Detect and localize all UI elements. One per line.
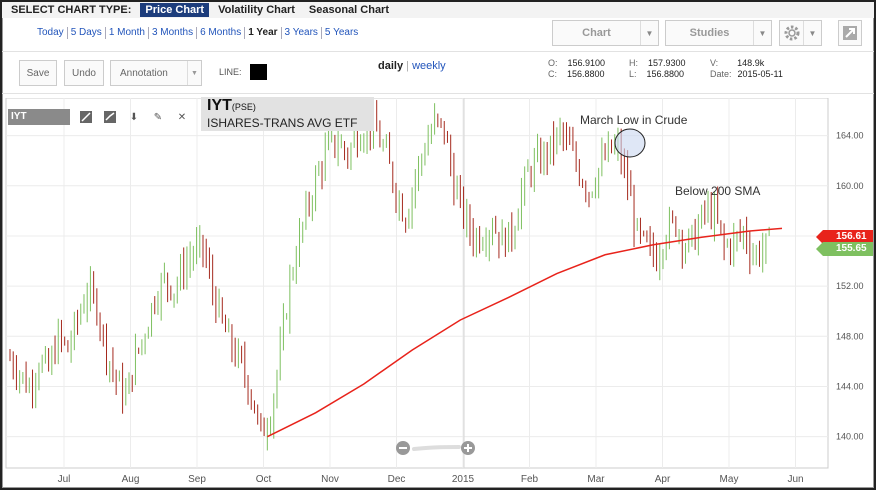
x-tick-label: Feb	[521, 474, 539, 485]
high-label: H:	[629, 58, 638, 68]
chart-grid	[5, 98, 829, 469]
ticker-symbol: IYT	[207, 97, 232, 114]
popout-button[interactable]	[838, 20, 862, 46]
annotation-select[interactable]: Annotation ▼	[110, 60, 202, 86]
quote-open-close: O: 156.9100 C: 156.8800	[548, 58, 605, 80]
x-tick-label: Oct	[256, 474, 272, 485]
sma-layer	[267, 227, 783, 438]
x-tick-label: 2015	[452, 474, 475, 485]
price-bars	[9, 100, 770, 451]
low-label: L:	[629, 69, 637, 79]
chevron-down-icon: ▼	[640, 21, 658, 45]
last-price-tag: 155.65	[816, 242, 873, 256]
undo-button[interactable]: Undo	[64, 60, 104, 86]
x-tick-label: Dec	[388, 474, 406, 485]
seasonal-chart-tab[interactable]: Seasonal Chart	[308, 4, 390, 16]
range-5-years[interactable]: 5 Years	[324, 27, 359, 38]
period-daily[interactable]: daily	[378, 60, 404, 72]
x-tick-label: Jun	[787, 474, 803, 485]
price-chart-tab[interactable]: Price Chart	[140, 3, 210, 17]
annotation-below-sma: Below 200 SMA	[675, 184, 761, 198]
close-label: C:	[548, 69, 557, 79]
ticker-label-box: IYT(PSE) ISHARES-TRANS AVG ETF	[201, 97, 374, 131]
range-5-days[interactable]: 5 Days	[68, 27, 106, 39]
sma-price-tag: 156.61	[816, 230, 873, 244]
plot-area	[5, 98, 829, 469]
ticker-name: ISHARES-TRANS AVG ETF	[207, 116, 358, 130]
y-tick-label: 152.00	[836, 281, 864, 291]
y-tick-label: 144.00	[836, 381, 864, 391]
gear-icon	[784, 25, 799, 41]
annotation-march-low: March Low in Crude	[580, 113, 688, 127]
annotation-select-label: Annotation	[120, 67, 168, 79]
volatility-chart-tab[interactable]: Volatility Chart	[218, 4, 295, 16]
chart-type-label: SELECT CHART TYPE:	[11, 4, 132, 16]
high-value: 157.9300	[648, 58, 686, 68]
period-toggle: daily | weekly	[378, 60, 446, 72]
x-tick-label: May	[720, 474, 739, 485]
date-label: Date:	[710, 69, 732, 79]
y-tick-label: 164.00	[836, 131, 864, 141]
divider	[2, 51, 874, 52]
settings-dropdown-button[interactable]: ▼	[779, 20, 822, 46]
x-tick-label: Mar	[587, 474, 605, 485]
volume-value: 148.9k	[737, 58, 765, 68]
studies-dropdown-button[interactable]: Studies ▼	[665, 20, 772, 46]
x-axis: Jul Aug Sep Oct Nov Dec 2015 Feb Mar Apr May Jun	[58, 474, 804, 485]
chart-dropdown-button[interactable]: Chart ▼	[552, 20, 659, 46]
x-tick-label: Nov	[321, 474, 339, 485]
x-tick-label: Aug	[122, 474, 140, 485]
studies-dropdown-label: Studies	[689, 27, 730, 39]
ticker-exchange: (PSE)	[231, 102, 256, 112]
chart-type-bar: SELECT CHART TYPE: Price Chart Volatilit…	[2, 2, 874, 18]
move-down-icon[interactable]: ⬇	[129, 111, 139, 123]
save-button[interactable]: Save	[19, 60, 57, 86]
date-value: 2015-05-11	[737, 69, 783, 79]
chevron-down-icon: ▼	[803, 21, 821, 45]
x-tick-label: Apr	[655, 474, 671, 485]
trend-tool-icon[interactable]	[102, 109, 118, 125]
close-value: 156.8800	[567, 69, 605, 79]
chart-dropdown-label: Chart	[582, 27, 611, 39]
open-value: 156.9100	[567, 58, 606, 68]
range-3-months[interactable]: 3 Months	[149, 27, 198, 39]
line-color-swatch[interactable]	[250, 64, 267, 80]
price-chart[interactable]: 140.00144.00148.00152.00156.00160.00164.…	[2, 98, 874, 488]
zoom-control	[396, 441, 475, 455]
open-label: O:	[548, 58, 558, 68]
zoom-slider[interactable]	[412, 445, 461, 451]
low-value: 156.8800	[646, 69, 685, 79]
quote-volume-date: V: 148.9k Date: 2015-05-11	[710, 58, 783, 80]
range-selector: Today 5 Days 1 Month 3 Months 6 Months 1…	[34, 27, 361, 39]
chevron-down-icon: ▼	[187, 61, 201, 85]
edit-icon[interactable]: ✎	[153, 111, 163, 123]
range-1-year[interactable]: 1 Year	[245, 27, 282, 39]
period-weekly[interactable]: weekly	[412, 60, 446, 72]
popout-icon	[843, 26, 857, 40]
period-separator: |	[406, 60, 409, 72]
range-1-month[interactable]: 1 Month	[106, 27, 149, 39]
march-low-highlight	[614, 128, 646, 158]
quote-high-low: H: 157.9300 L: 156.8800	[629, 58, 686, 80]
range-3-years[interactable]: 3 Years	[282, 27, 322, 39]
y-axis: 140.00144.00148.00152.00156.00160.00164.…	[836, 131, 864, 442]
y-tick-label: 160.00	[836, 181, 864, 191]
x-tick-label: Jul	[58, 474, 71, 485]
divider	[2, 93, 874, 94]
chevron-down-icon: ▼	[753, 21, 771, 45]
sma-200-line	[267, 227, 783, 438]
line-color-label: LINE:	[219, 67, 242, 77]
y-tick-label: 140.00	[836, 432, 864, 442]
y-tick-label: 148.00	[836, 331, 864, 341]
range-6-months[interactable]: 6 Months	[197, 27, 246, 39]
draw-tool-icon[interactable]	[78, 109, 94, 125]
close-icon[interactable]: ✕	[177, 111, 187, 123]
range-today[interactable]: Today	[34, 27, 68, 39]
symbol-input[interactable]: IYT	[8, 109, 70, 125]
x-tick-label: Sep	[188, 474, 206, 485]
volume-label: V:	[710, 58, 719, 68]
